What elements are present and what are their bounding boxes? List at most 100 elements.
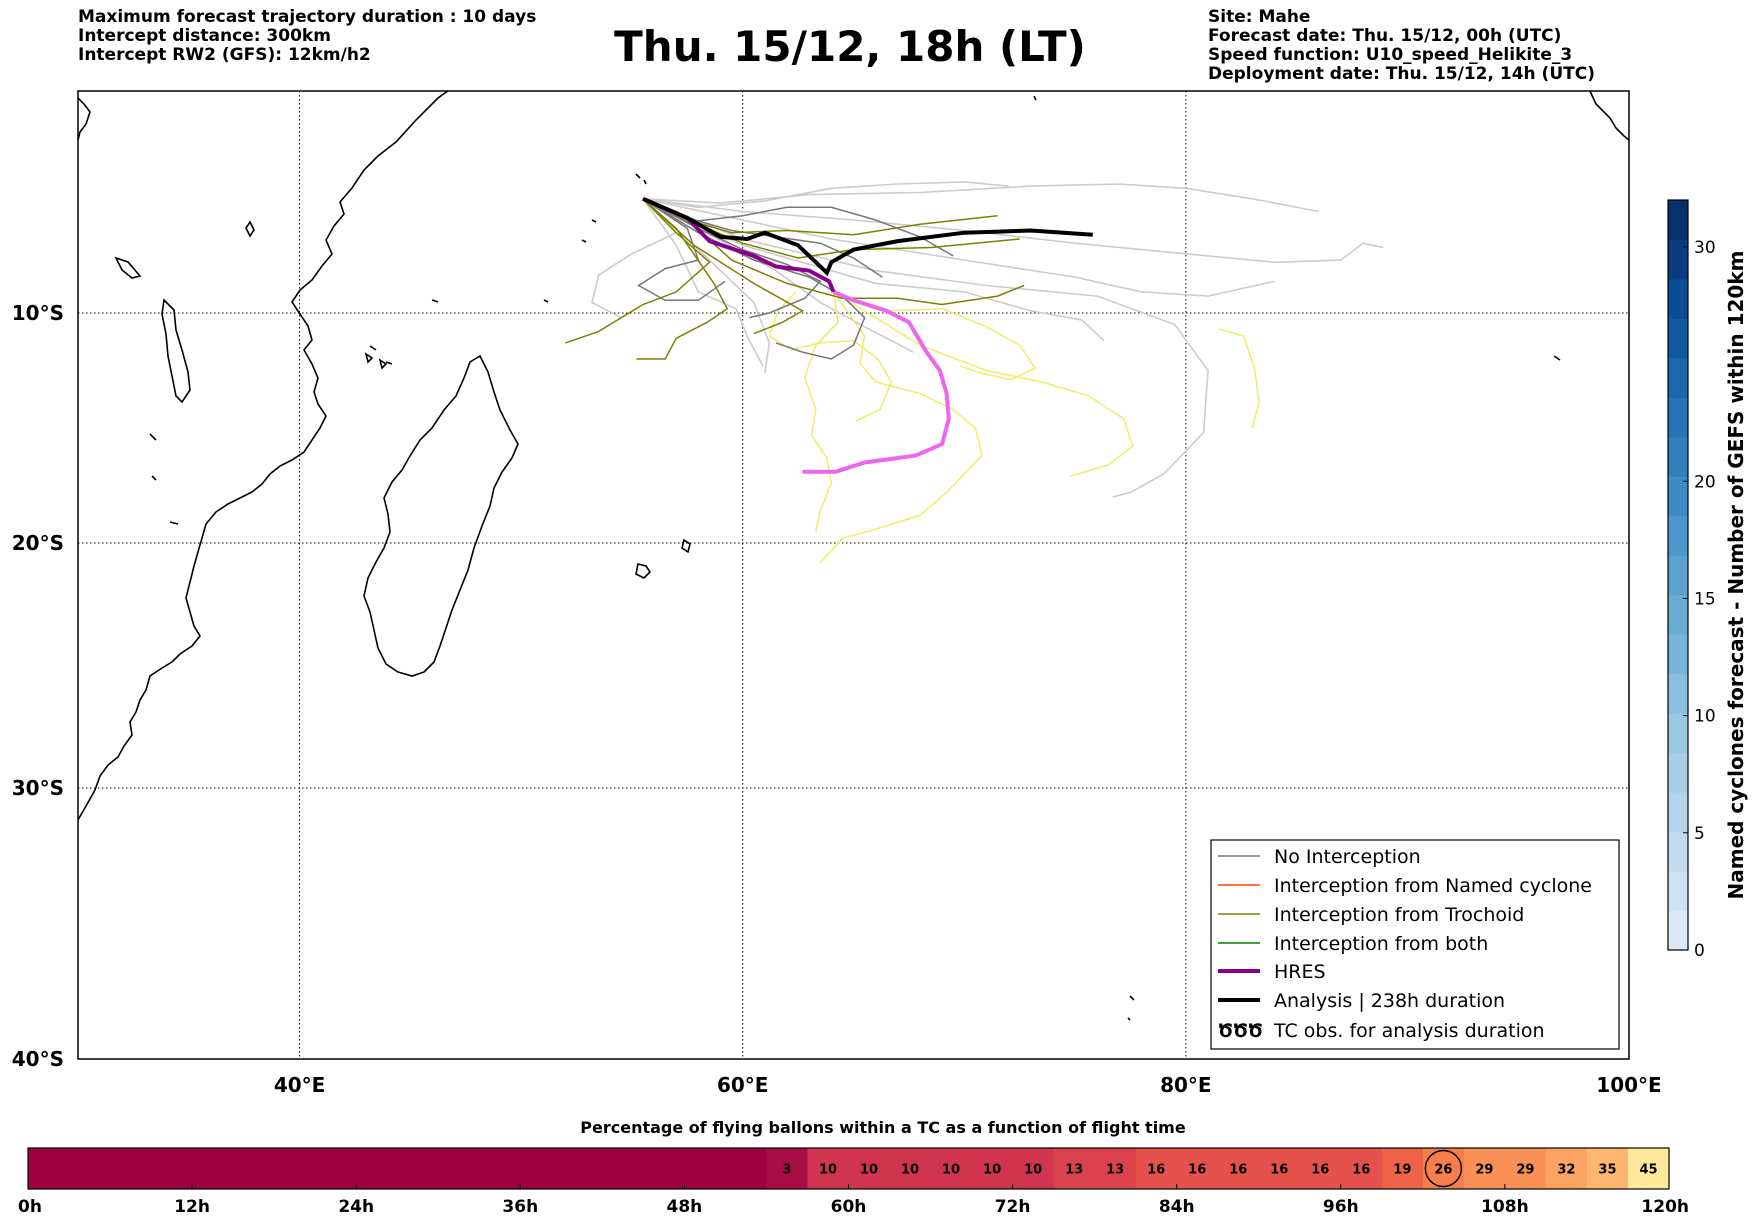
timeline-cell [1094, 1148, 1137, 1189]
trajectory-no-interception [642, 198, 822, 319]
legend-item-trochoid: Interception from Trochoid [1274, 904, 1524, 926]
timeline-cell [1504, 1148, 1547, 1189]
timeline-cell-value: 16 [1352, 1163, 1370, 1178]
timeline-cell [766, 1148, 808, 1189]
lon-tick-label: 60°E [717, 1073, 769, 1097]
timeline-cell [725, 1148, 767, 1189]
timeline-cell [28, 1148, 70, 1189]
lake-coastline-2 [114, 256, 142, 279]
timeline-cell-value: 13 [1106, 1163, 1124, 1178]
coastlines [78, 91, 1629, 1021]
colorbar-swatch [1668, 871, 1688, 912]
map-legend: No Interception Interception from Named … [1210, 839, 1620, 1050]
colorbar-swatch [1668, 278, 1688, 319]
trajectory-light [642, 198, 1384, 264]
speed-function-text: Speed function: U10_speed_Helikite_3 [1208, 45, 1573, 65]
timeline-cell-value: 10 [1024, 1163, 1042, 1178]
timeline-cell [479, 1148, 521, 1189]
africa-coastline-north [78, 97, 91, 141]
timeline-cell-value: 26 [1434, 1163, 1452, 1178]
timeline-cell [684, 1148, 726, 1189]
timeline-cell-value: 16 [1147, 1163, 1165, 1178]
colorbar-tick-label: 15 [1694, 589, 1716, 609]
timeline-cell [1545, 1148, 1588, 1189]
timeline-cell-value: 29 [1475, 1163, 1493, 1178]
trajectory-trochoid [642, 198, 805, 335]
timeline-cell-value: 19 [1393, 1163, 1411, 1178]
trajectory-light [642, 181, 1009, 209]
timeline-tick-label: 108h [1481, 1197, 1529, 1217]
forecast-settings: Maximum forecast trajectory duration : 1… [78, 8, 536, 65]
colorbar-tick-label: 30 [1694, 238, 1716, 258]
colorbar-swatch [1668, 397, 1688, 438]
colorbar-swatch [1668, 200, 1688, 240]
timeline-tick-label: 72h [995, 1197, 1031, 1217]
zanzibar-island [245, 220, 255, 238]
legend-item-named-cyclone: Interception from Named cyclone [1274, 875, 1592, 897]
timeline-tick-label: 36h [502, 1197, 538, 1217]
timeline-cell-value: 3 [782, 1163, 791, 1178]
colorbar-tick-label: 10 [1694, 707, 1716, 727]
lat-tick-label: 20°S [12, 531, 64, 555]
timeline-cell-value: 10 [819, 1163, 837, 1178]
timeline-tick-label: 48h [667, 1197, 703, 1217]
timeline-cell-value: 16 [1311, 1163, 1329, 1178]
lon-tick-label: 40°E [274, 1073, 326, 1097]
colorbar-swatches [1668, 200, 1688, 951]
timeline-cell [1463, 1148, 1506, 1189]
timeline-cell-value: 10 [860, 1163, 878, 1178]
trajectory-trochoid-late [768, 291, 893, 422]
reunion-island [681, 538, 691, 554]
timeline-cell-value: 29 [1516, 1163, 1534, 1178]
highlight-circle [1424, 1149, 1463, 1188]
colorbar-swatch [1668, 239, 1688, 280]
timeline-cell-value: 16 [1270, 1163, 1288, 1178]
colorbar-swatch [1668, 752, 1688, 793]
timeline-cell [889, 1148, 932, 1189]
timeline-cell [1258, 1148, 1301, 1189]
timeline-tick-label: 120h [1641, 1197, 1689, 1217]
timeline-cell [930, 1148, 973, 1189]
colorbar-swatch [1668, 910, 1688, 951]
timeline-cell [438, 1148, 480, 1189]
lake-coastline [161, 298, 191, 404]
timeline-cell [561, 1148, 603, 1189]
timeline-cell [274, 1148, 316, 1189]
timeline-cell [1217, 1148, 1260, 1189]
timeline-cell [807, 1148, 849, 1189]
colorbar-swatch [1668, 594, 1688, 635]
trajectory-trochoid-late [833, 291, 1134, 478]
colorbar-swatch [1668, 555, 1688, 596]
analysis-track [642, 196, 1093, 277]
chagos-islands [1033, 95, 1561, 1021]
colorbar-swatch [1668, 634, 1688, 675]
max-duration-text: Maximum forecast trajectory duration : 1… [78, 7, 537, 27]
timeline-cell [520, 1148, 562, 1189]
timeline-cell [1299, 1148, 1342, 1189]
hres-track-late [802, 290, 951, 474]
timeline-cell [848, 1148, 891, 1189]
timeline-cell [1586, 1148, 1629, 1189]
colorbar-swatch [1668, 357, 1688, 398]
colorbar-swatch [1668, 515, 1688, 556]
forecast-date-text: Forecast date: Thu. 15/12, 00h (UTC) [1208, 26, 1562, 46]
colorbar: 0 5 10 15 20 30 Named cyclones forecast - Num… [1667, 199, 1748, 961]
timeline-cell [1135, 1148, 1178, 1189]
trajectory-trochoid-late [1218, 328, 1260, 429]
colorbar-swatch [1668, 792, 1688, 833]
timeline-cell [356, 1148, 398, 1189]
trajectory-light [642, 198, 1105, 342]
timeline-cell [1012, 1148, 1055, 1189]
madagascar-coastline [363, 354, 519, 677]
timeline-cell-value: 13 [1065, 1163, 1083, 1178]
legend-item-hres: HRES [1274, 961, 1326, 983]
legend-item-analysis: Analysis | 238h duration [1274, 990, 1505, 1012]
timeline-cell-value: 10 [901, 1163, 919, 1178]
legend-item-no-interception: No Interception [1274, 846, 1421, 868]
comoros-islands [364, 352, 388, 370]
page-title: Thu. 15/12, 18h (LT) [614, 22, 1086, 71]
timeline-cell [315, 1148, 357, 1189]
trajectory-light [642, 198, 1275, 297]
map-panel: 40°E 60°E 80°E 100°E 10°S 20°S 30°S 40°S No Int… [12, 90, 1662, 1097]
